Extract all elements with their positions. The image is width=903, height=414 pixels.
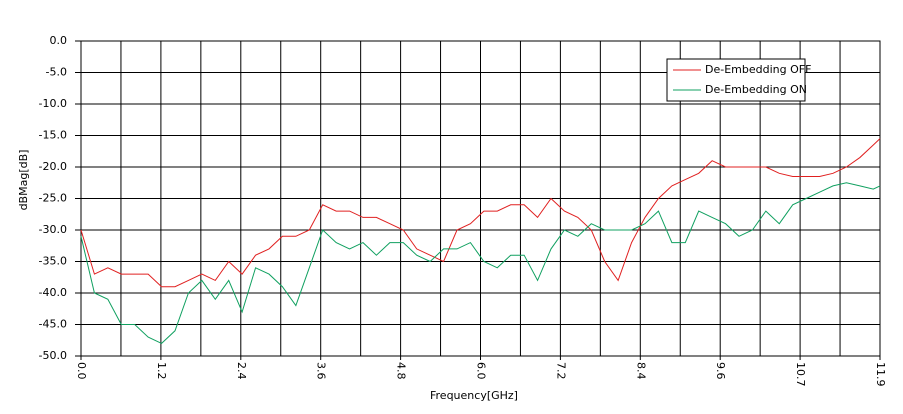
legend-box: [666, 58, 806, 102]
x-tick-label: 11.9: [874, 362, 887, 387]
x-tick-label: 3.6: [315, 362, 328, 380]
y-axis-label: dBMag[dB]: [17, 150, 30, 211]
y-tick-label: -10.0: [39, 97, 67, 110]
y-tick-label: -50.0: [39, 349, 67, 362]
legend-label: De-Embedding ON: [705, 83, 807, 96]
y-tick-label: -15.0: [39, 129, 67, 142]
x-axis-label: Frequency[GHz]: [430, 389, 518, 402]
y-tick-label: -20.0: [39, 160, 67, 173]
x-tick-label: 0.0: [75, 362, 88, 380]
y-tick-label: -45.0: [39, 318, 67, 331]
y-tick-label: -30.0: [39, 223, 67, 236]
x-tick-label: 9.6: [714, 362, 727, 380]
y-tick-label: -25.0: [39, 192, 67, 205]
series-line: [80, 182, 881, 344]
x-tick-label: 4.8: [395, 362, 408, 380]
x-tick-label: 7.2: [554, 362, 567, 380]
x-tick-label: 1.2: [155, 362, 168, 380]
x-tick-label: 10.7: [794, 362, 807, 387]
y-tick-label: 0.0: [50, 34, 68, 47]
x-tick-label: 8.4: [634, 362, 647, 380]
x-tick-label: 2.4: [235, 362, 248, 380]
series-line: [80, 138, 881, 288]
legend-label: De-Embedding OFF: [705, 63, 811, 76]
x-tick-label: 6.0: [475, 362, 488, 380]
y-tick-label: -35.0: [39, 255, 67, 268]
y-tick-label: -40.0: [39, 286, 67, 299]
y-tick-label: -5.0: [46, 66, 67, 79]
